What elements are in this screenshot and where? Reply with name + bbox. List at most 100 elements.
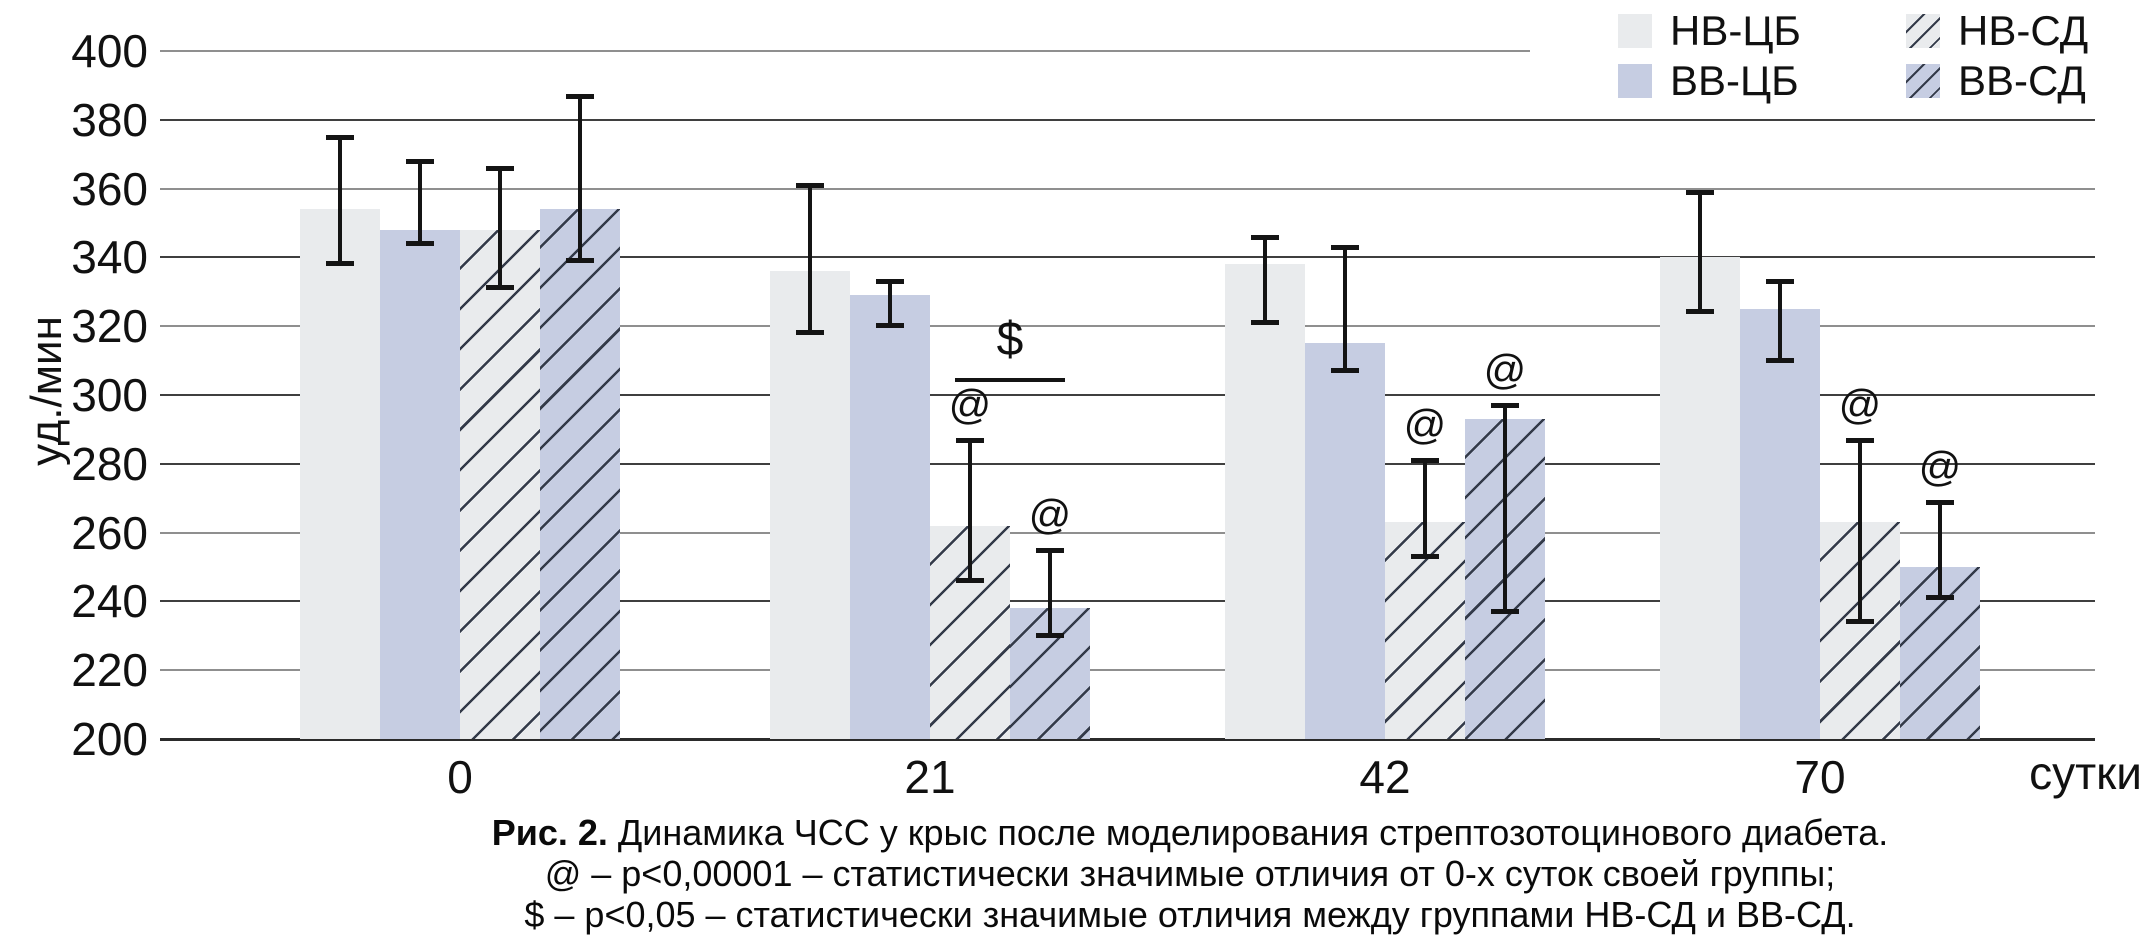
- gridline-220: [160, 669, 2095, 672]
- y-tick-label-360: 360: [71, 162, 148, 215]
- legend-swatch-vv-sd-icon: [1906, 64, 1940, 98]
- figure-caption: Рис. 2. Динамика ЧСС у крыс после модели…: [0, 812, 2150, 935]
- error-bar-ВВ-ЦБ-42: [1343, 247, 1347, 371]
- error-bar-cap-bottom-ВВ-ЦБ-0: [406, 240, 434, 246]
- bar-ВВ-ЦБ-21: [850, 295, 930, 739]
- gridline-240: [160, 600, 2095, 603]
- error-bar-ВВ-СД-0: [578, 95, 582, 261]
- dollar-bracket-line: [955, 377, 1065, 382]
- gridline-200: [160, 738, 2095, 741]
- caption-figure-text: Динамика ЧСС у крыс после моделирования …: [607, 812, 1889, 853]
- error-bar-cap-bottom-НВ-СД-70: [1846, 619, 1874, 625]
- y-tick-label-300: 300: [71, 369, 148, 421]
- legend-item-nv-cb: НВ-ЦБ: [1618, 10, 1906, 52]
- legend-item-vv-sd: ВВ-СД: [1906, 60, 2150, 102]
- error-bar-cap-top-НВ-ЦБ-0: [326, 135, 354, 140]
- error-bar-cap-bottom-ВВ-ЦБ-70: [1766, 357, 1794, 363]
- x-tick-label-21: 21: [904, 751, 956, 803]
- error-bar-cap-bottom-НВ-СД-21: [956, 577, 984, 583]
- error-bar-cap-bottom-НВ-ЦБ-21: [796, 330, 824, 336]
- legend-swatch-nv-sd-icon: [1906, 14, 1940, 48]
- y-tick-label-400: 400: [71, 25, 148, 77]
- y-tick-label-260: 260: [71, 506, 148, 559]
- significance-label-НВ-СД-70: @: [1838, 380, 1882, 428]
- significance-label-ВВ-СД-42: @: [1483, 346, 1527, 394]
- x-axis-unit-label: сутки: [2029, 747, 2142, 799]
- gridline-400: [160, 50, 1530, 52]
- bar-ВВ-СД-0: [540, 209, 620, 739]
- error-bar-cap-top-НВ-СД-0: [486, 165, 514, 171]
- error-bar-cap-top-НВ-ЦБ-42: [1251, 234, 1279, 240]
- gridline-380: [160, 118, 2095, 121]
- error-bar-cap-bottom-ВВ-ЦБ-42: [1331, 367, 1359, 373]
- x-tick-label-42: 42: [1359, 751, 1411, 803]
- error-bar-cap-bottom-НВ-ЦБ-0: [326, 261, 354, 267]
- error-bar-ВВ-СД-42: [1503, 405, 1507, 612]
- legend-label-nv-cb: НВ-ЦБ: [1670, 7, 1801, 54]
- y-tick-label-200: 200: [71, 713, 148, 765]
- error-bar-ВВ-СД-70: [1938, 501, 1942, 598]
- error-bar-ВВ-ЦБ-0: [418, 161, 422, 244]
- y-tick-label-340: 340: [71, 231, 148, 284]
- error-bar-cap-top-ВВ-СД-42: [1491, 403, 1519, 409]
- dollar-bracket-label: $: [996, 312, 1024, 366]
- caption-note-dollar: $ – p<0,05 – статистически значимые отли…: [524, 894, 1856, 935]
- caption-title-line: Рис. 2. Динамика ЧСС у крыс после модели…: [230, 812, 2150, 853]
- gridline-340: [160, 256, 2095, 259]
- gridline-360: [160, 187, 2095, 190]
- error-bar-cap-bottom-ВВ-СД-70: [1926, 594, 1954, 600]
- error-bar-cap-bottom-НВ-СД-0: [486, 285, 514, 291]
- bar-НВ-СД-70: [1820, 522, 1900, 739]
- gridline-300: [160, 394, 2095, 396]
- error-bar-cap-top-ВВ-СД-21: [1036, 547, 1064, 553]
- error-bar-cap-bottom-ВВ-СД-42: [1491, 608, 1519, 614]
- caption-note-at: @ – p<0,00001 – статистически значимые о…: [544, 853, 1836, 894]
- legend-swatch-vv-cb-icon: [1618, 64, 1652, 98]
- legend-item-nv-sd: НВ-СД: [1906, 10, 2150, 52]
- error-bar-НВ-ЦБ-21: [808, 185, 812, 334]
- bar-ВВ-ЦБ-0: [380, 229, 460, 739]
- error-bar-cap-bottom-ВВ-ЦБ-21: [876, 323, 904, 329]
- error-bar-cap-bottom-НВ-ЦБ-70: [1686, 309, 1714, 315]
- error-bar-cap-top-ВВ-ЦБ-21: [876, 279, 904, 285]
- bar-ВВ-ЦБ-70: [1740, 309, 1820, 739]
- error-bar-cap-top-НВ-СД-70: [1846, 437, 1874, 443]
- bar-НВ-ЦБ-21: [770, 271, 850, 739]
- legend-label-nv-sd: НВ-СД: [1958, 7, 2089, 54]
- error-bar-НВ-СД-42: [1423, 460, 1427, 557]
- error-bar-cap-top-НВ-ЦБ-70: [1686, 190, 1714, 196]
- error-bar-cap-top-ВВ-ЦБ-70: [1766, 279, 1794, 285]
- error-bar-НВ-СД-21: [968, 439, 972, 581]
- legend-swatch-nv-cb-icon: [1618, 14, 1652, 48]
- error-bar-cap-top-ВВ-СД-70: [1926, 499, 1954, 505]
- legend-label-vv-sd: ВВ-СД: [1958, 57, 2086, 104]
- error-bar-НВ-СД-70: [1858, 439, 1862, 623]
- gridline-280: [160, 462, 2095, 465]
- error-bar-cap-top-НВ-СД-21: [956, 437, 984, 443]
- bar-НВ-ЦБ-42: [1225, 264, 1305, 739]
- x-tick-label-70: 70: [1794, 751, 1846, 803]
- y-tick-label-280: 280: [71, 437, 148, 490]
- legend: НВ-ЦБ НВ-СД ВВ-ЦБ ВВ-СД: [1618, 6, 2150, 106]
- error-bar-НВ-СД-0: [498, 167, 502, 289]
- error-bar-ВВ-ЦБ-21: [888, 281, 892, 327]
- bar-НВ-СД-0: [460, 229, 540, 739]
- error-bar-cap-bottom-НВ-ЦБ-42: [1251, 319, 1279, 325]
- significance-label-ВВ-СД-21: @: [1028, 490, 1072, 538]
- error-bar-cap-bottom-ВВ-СД-21: [1036, 632, 1064, 638]
- error-bar-cap-bottom-НВ-СД-42: [1411, 553, 1439, 559]
- error-bar-НВ-ЦБ-42: [1263, 236, 1267, 323]
- error-bar-cap-top-ВВ-ЦБ-0: [406, 159, 434, 165]
- gridline-260: [160, 531, 2095, 534]
- y-tick-label-320: 320: [71, 300, 148, 353]
- significance-label-ВВ-СД-70: @: [1918, 442, 1962, 490]
- error-bar-cap-top-ВВ-ЦБ-42: [1331, 245, 1359, 251]
- x-tick-label-0: 0: [447, 751, 473, 803]
- bar-ВВ-ЦБ-42: [1305, 343, 1385, 739]
- y-tick-label-220: 220: [71, 644, 148, 697]
- y-tick-label-240: 240: [71, 575, 148, 628]
- error-bar-ВВ-ЦБ-70: [1778, 281, 1782, 361]
- error-bar-ВВ-СД-21: [1048, 549, 1052, 636]
